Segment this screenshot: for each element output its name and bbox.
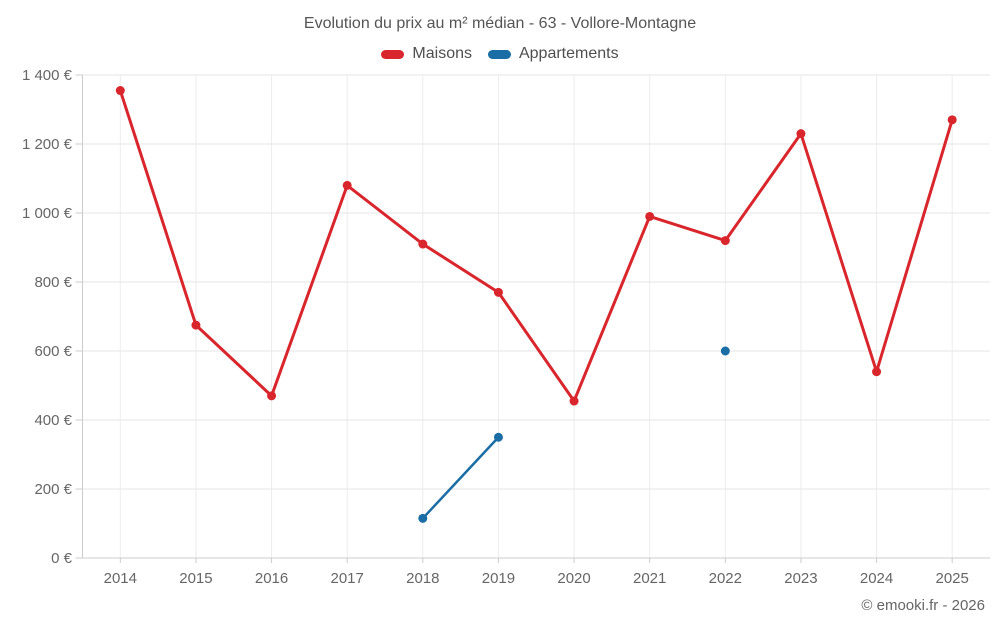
data-point-maisons-2019[interactable] <box>493 287 503 297</box>
x-tick-label-2021: 2021 <box>633 570 666 587</box>
y-tick-label-400: 400 € <box>34 412 72 429</box>
data-point-maisons-2021[interactable] <box>645 211 655 221</box>
data-point-maisons-2020[interactable] <box>569 396 579 406</box>
chart-title: Evolution du prix au m² médian - 63 - Vo… <box>303 15 697 32</box>
legend-item-appartements[interactable]: Appartements <box>487 45 619 63</box>
legend-label-maisons: Maisons <box>412 45 472 62</box>
x-tick-label-2020: 2020 <box>557 570 590 587</box>
x-tick-label-2025: 2025 <box>936 570 969 587</box>
y-tick-label-600: 600 € <box>34 343 72 360</box>
x-tick-label-2022: 2022 <box>709 570 742 587</box>
x-tick-label-2019: 2019 <box>482 570 515 587</box>
y-tick-label-1000: 1 000 € <box>22 205 73 222</box>
legend-item-maisons[interactable]: Maisons <box>381 45 472 63</box>
data-point-maisons-2025[interactable] <box>947 115 957 125</box>
data-point-maisons-2015[interactable] <box>191 320 201 330</box>
attribution-text: © emooki.fr - 2026 <box>861 597 985 614</box>
data-point-appartements-2019[interactable] <box>493 432 503 442</box>
y-tick-label-0: 0 € <box>51 550 73 567</box>
x-tick-label-2014: 2014 <box>104 570 137 587</box>
x-tick-label-2016: 2016 <box>255 570 288 587</box>
legend-label-appartements: Appartements <box>518 45 619 62</box>
data-point-maisons-2018[interactable] <box>418 239 428 249</box>
x-tick-label-2018: 2018 <box>406 570 439 587</box>
series-line-maisons <box>118 89 954 403</box>
x-tick-label-2023: 2023 <box>784 570 817 587</box>
y-tick-label-200: 200 € <box>34 481 72 498</box>
x-tick-label-2017: 2017 <box>331 570 364 587</box>
data-point-maisons-2014[interactable] <box>115 86 125 96</box>
y-tick-label-800: 800 € <box>34 274 72 291</box>
y-tick-label-1400: 1 400 € <box>22 67 73 84</box>
series-line-appartements <box>421 436 500 520</box>
x-tick-label-2015: 2015 <box>179 570 212 587</box>
appartements-color-swatch <box>487 49 511 59</box>
data-point-maisons-2017[interactable] <box>342 180 352 190</box>
data-point-maisons-2022[interactable] <box>720 236 730 246</box>
chart-legend: Maisons Appartements <box>0 45 1000 63</box>
x-tick-label-2024: 2024 <box>860 570 893 587</box>
maisons-color-swatch <box>381 49 405 59</box>
data-point-maisons-2016[interactable] <box>267 391 277 401</box>
data-point-appartements-2022[interactable] <box>720 346 730 356</box>
y-tick-label-1200: 1 200 € <box>22 136 73 153</box>
data-point-appartements-2018[interactable] <box>418 513 428 523</box>
data-point-maisons-2024[interactable] <box>872 367 882 377</box>
data-point-maisons-2023[interactable] <box>796 129 806 139</box>
